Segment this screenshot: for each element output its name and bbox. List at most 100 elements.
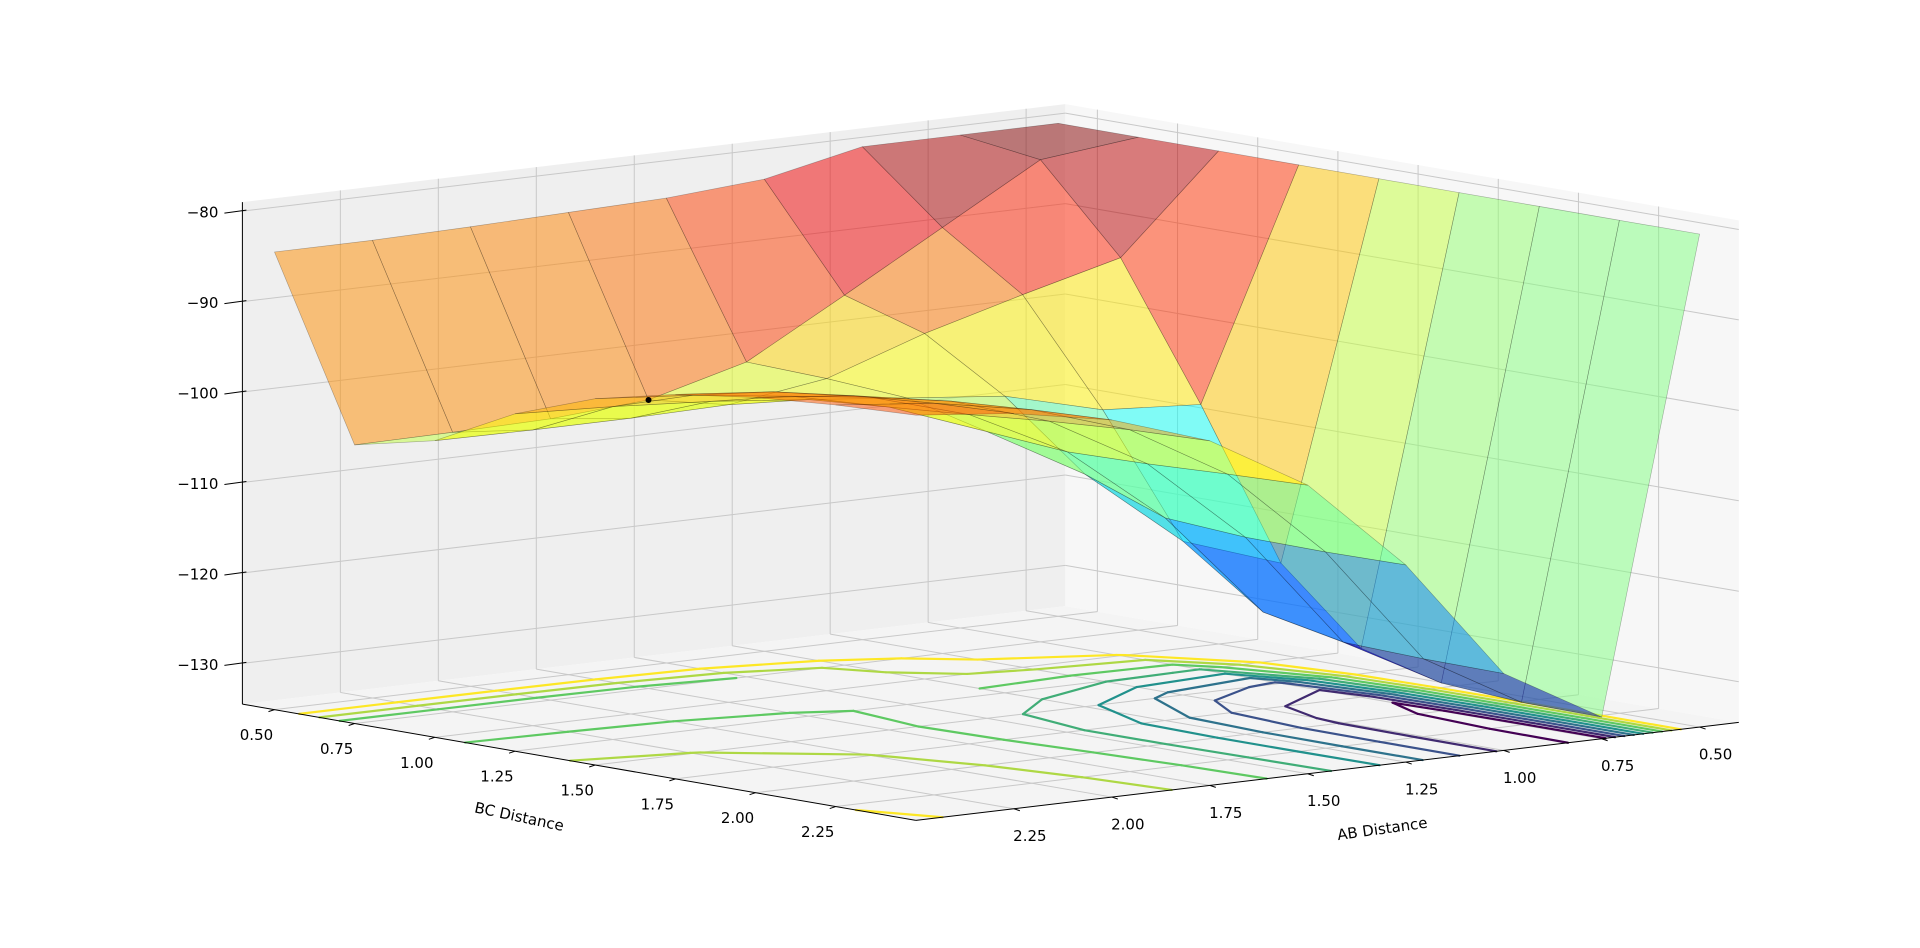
contour-segment bbox=[820, 666, 888, 674]
x-tick-label: 1.50 bbox=[1307, 792, 1340, 810]
contour-segment bbox=[1258, 661, 1357, 676]
contour-segment bbox=[1340, 745, 1424, 762]
y-tick-label: 0.75 bbox=[320, 740, 353, 758]
contour-segment bbox=[864, 753, 876, 757]
contour-segment bbox=[1261, 731, 1344, 748]
contour-segment bbox=[1571, 717, 1654, 734]
grid-line bbox=[1065, 112, 1739, 230]
contour-segment bbox=[1416, 712, 1491, 730]
contour-segment bbox=[566, 720, 675, 733]
contour-segment bbox=[494, 678, 598, 692]
contour-segment bbox=[1144, 658, 1242, 666]
contour-segment bbox=[1378, 740, 1461, 757]
z-tick-label: −90 bbox=[187, 294, 219, 312]
contour-segment bbox=[1415, 736, 1498, 753]
contour-segment bbox=[966, 668, 1036, 676]
contour-segment bbox=[1408, 690, 1493, 707]
z-tick-label: −110 bbox=[177, 475, 218, 493]
surface-patch bbox=[835, 402, 1014, 416]
contour-segment bbox=[1509, 701, 1593, 718]
contour-segment bbox=[1442, 709, 1527, 726]
contour-segment bbox=[298, 701, 399, 716]
contour-segment bbox=[1284, 688, 1321, 708]
contour-segment bbox=[1542, 721, 1626, 738]
contour-segment bbox=[615, 671, 725, 685]
contour-segment bbox=[1171, 663, 1223, 669]
contour-segment bbox=[1284, 705, 1318, 720]
contour-segment bbox=[1153, 691, 1169, 700]
grid-line bbox=[354, 624, 1178, 724]
contour-segment bbox=[1213, 686, 1251, 702]
contour-segment bbox=[1166, 676, 1251, 694]
contour-segment bbox=[1378, 693, 1465, 710]
contour-segment bbox=[976, 653, 1118, 661]
contour-segment bbox=[1524, 723, 1607, 740]
contour-segment bbox=[1418, 689, 1503, 706]
x-tick-label: 2.25 bbox=[1013, 827, 1046, 845]
contour-segment bbox=[1188, 716, 1264, 734]
contour-segment bbox=[722, 666, 824, 674]
contour-segment bbox=[1391, 701, 1446, 712]
z-tick-label: −100 bbox=[177, 385, 218, 403]
grid-line bbox=[242, 564, 1066, 664]
contour-segment bbox=[1180, 764, 1268, 780]
contour-segment bbox=[1294, 680, 1391, 695]
contour-segment bbox=[1097, 685, 1138, 707]
contour-segment bbox=[1318, 677, 1411, 693]
contour-segment bbox=[1153, 697, 1191, 719]
contours bbox=[298, 653, 1682, 819]
contour-segment bbox=[1354, 673, 1441, 690]
axis-line bbox=[242, 703, 916, 821]
contour-segment bbox=[1164, 742, 1250, 759]
contour-segment bbox=[1471, 706, 1555, 723]
contour-segment bbox=[1428, 687, 1512, 704]
grid-line bbox=[274, 611, 1098, 711]
axes: 0.50 0.75 1.00 1.25 1.50 1.75 2.00 2.25 0.50 0.75… bbox=[177, 202, 1739, 845]
contour-segment bbox=[535, 685, 639, 699]
contour-segment bbox=[1083, 729, 1167, 746]
contour-segment bbox=[917, 725, 1005, 741]
x-tick-label: 1.25 bbox=[1405, 781, 1438, 799]
point-marker bbox=[645, 396, 652, 403]
contour-segment bbox=[978, 674, 1072, 690]
contour-segment bbox=[636, 676, 738, 688]
contour-segment bbox=[672, 711, 791, 723]
contour-segment bbox=[1561, 718, 1645, 735]
y-tick-label: 1.00 bbox=[400, 754, 433, 772]
contour-segment bbox=[338, 708, 440, 722]
z-tick-label: −80 bbox=[187, 204, 219, 222]
contour-segment bbox=[1216, 736, 1299, 753]
contour-segment bbox=[1135, 672, 1226, 689]
contour-segment bbox=[1342, 674, 1431, 691]
contour-segment bbox=[416, 693, 518, 707]
z-tick-label: −130 bbox=[177, 656, 218, 674]
contour-segment bbox=[1533, 722, 1617, 739]
contour-segment bbox=[1104, 671, 1174, 683]
contour-segment bbox=[1488, 727, 1570, 744]
contour-segment bbox=[396, 689, 498, 704]
contour-segment bbox=[1306, 679, 1401, 694]
contour-segment bbox=[1080, 776, 1173, 792]
contour-segment bbox=[1097, 703, 1116, 713]
contour-segment bbox=[1368, 695, 1455, 711]
contour-segment bbox=[594, 667, 701, 681]
contour-segment bbox=[1239, 663, 1345, 678]
contour-segment bbox=[1282, 681, 1381, 697]
contour-segment bbox=[1219, 665, 1333, 679]
z-tick-label: −120 bbox=[177, 565, 218, 583]
contour-segment bbox=[1200, 668, 1321, 680]
grid-line bbox=[242, 112, 1066, 212]
y-tick-label: 1.25 bbox=[480, 768, 513, 786]
x-tick-label: 2.00 bbox=[1111, 816, 1144, 834]
contour-segment bbox=[699, 751, 867, 756]
contour-segment bbox=[1248, 681, 1277, 689]
contour-segment bbox=[1213, 699, 1233, 714]
contour-segment bbox=[569, 751, 692, 762]
contour-segment bbox=[817, 657, 903, 662]
contour-segment bbox=[1021, 712, 1086, 732]
y-tick-label: 2.25 bbox=[801, 823, 834, 841]
y-tick-label: 1.50 bbox=[560, 782, 593, 800]
contour-segment bbox=[1248, 676, 1297, 683]
contour-segment bbox=[1388, 692, 1474, 709]
